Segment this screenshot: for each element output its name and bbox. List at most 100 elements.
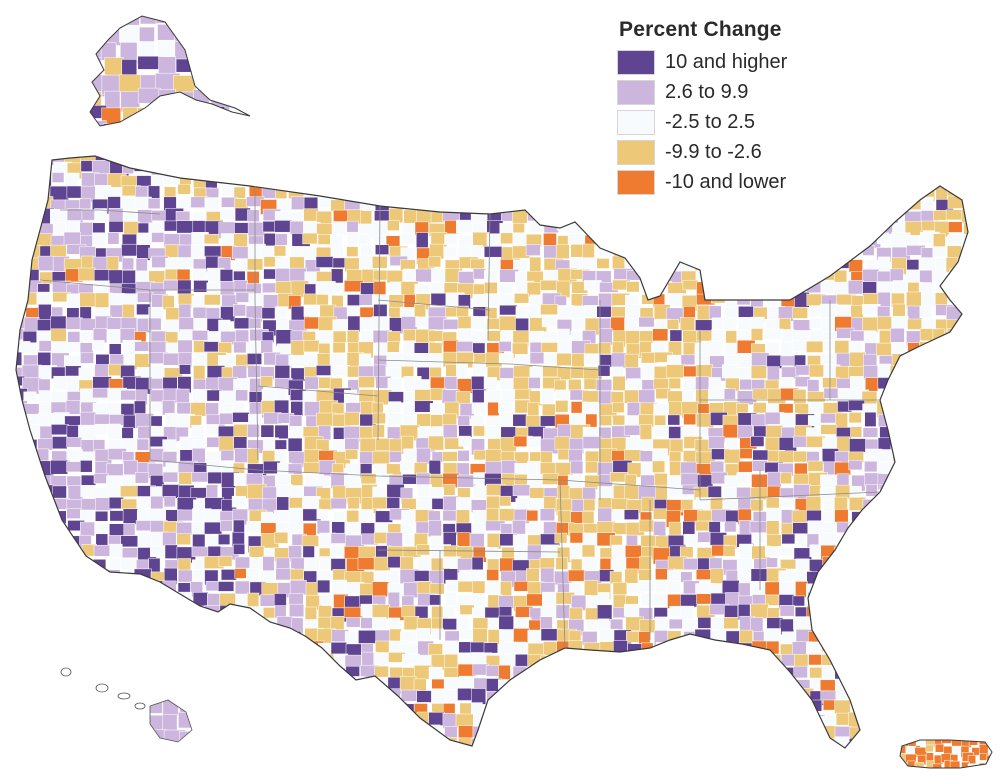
county-cell (120, 535, 140, 548)
county-cell (289, 568, 304, 581)
county-cell (177, 664, 193, 678)
county-cell (529, 256, 542, 273)
county-cell (287, 437, 303, 452)
county-cell (890, 724, 906, 739)
county-cell (304, 653, 322, 670)
county-cell (963, 221, 968, 237)
county-cell (343, 156, 361, 169)
county-cell (542, 591, 558, 609)
county-cell (893, 583, 908, 599)
county-cell (233, 519, 245, 533)
county-cell (907, 485, 925, 499)
county-cell (967, 763, 977, 768)
county-cell (863, 223, 880, 240)
county-cell (399, 676, 417, 692)
county-cell (540, 304, 558, 315)
county-cell (920, 364, 940, 381)
county-cell (486, 750, 499, 762)
county-cell (230, 41, 250, 56)
county-cell (231, 727, 252, 741)
county-cell (796, 751, 813, 762)
county-cell (150, 700, 163, 714)
county-cell (721, 678, 738, 689)
county-cell (935, 556, 948, 570)
county-cell (261, 156, 279, 162)
county-cell (221, 750, 236, 762)
county-cell (67, 592, 84, 605)
county-cell (584, 156, 597, 167)
county-cell (722, 664, 735, 676)
county-cell (232, 655, 252, 672)
county-cell (67, 569, 87, 584)
county-cell (176, 533, 191, 545)
county-cell (25, 197, 45, 214)
county-cell (653, 508, 667, 520)
county-cell (905, 640, 921, 658)
county-cell (134, 581, 148, 596)
county-cell (582, 713, 600, 727)
county-cell (555, 389, 570, 400)
county-cell (485, 547, 499, 558)
county-cell (484, 269, 498, 282)
county-cell (514, 183, 533, 201)
county-cell (400, 259, 416, 271)
county-cell (137, 531, 152, 548)
county-cell (627, 198, 643, 212)
county-cell (373, 688, 386, 700)
county-cell (949, 508, 968, 520)
county-cell (599, 641, 616, 659)
county-cell (849, 678, 867, 689)
county-cell (680, 594, 698, 608)
county-cell (302, 665, 318, 682)
county-cell (357, 679, 378, 693)
county-cell (137, 87, 161, 104)
county-cell (877, 316, 892, 330)
county-cell (247, 163, 266, 176)
county-cell (878, 677, 893, 691)
county-cell (904, 570, 921, 585)
county-cell (638, 568, 652, 581)
county-cell (609, 571, 623, 585)
county-cell (919, 642, 933, 657)
county-cell (641, 270, 656, 282)
county-cell (37, 665, 56, 683)
county-cell (261, 702, 282, 716)
county-cell (37, 702, 55, 719)
county-cell (230, 122, 250, 126)
county-cell (107, 232, 120, 245)
county-cell (961, 390, 968, 407)
county-cell (750, 268, 771, 284)
county-cell (529, 751, 542, 764)
county-cell (373, 713, 393, 727)
county-cell (529, 665, 545, 677)
county-cell (878, 739, 893, 748)
county-cell (442, 413, 457, 427)
county-cell (150, 545, 168, 558)
county-cell (499, 711, 519, 728)
county-cell (749, 521, 768, 534)
county-cell (36, 319, 52, 332)
county-cell (232, 156, 251, 168)
county-cell (613, 235, 628, 250)
county-cell (444, 268, 460, 283)
county-cell (848, 400, 865, 411)
county-cell (963, 591, 968, 603)
county-cell (95, 156, 110, 162)
county-cell (456, 197, 475, 214)
county-cell (38, 725, 53, 736)
county-cell (204, 616, 223, 627)
county-cell (191, 678, 207, 693)
county-cell (108, 631, 127, 644)
county-cell (219, 269, 234, 282)
county-cell (834, 232, 854, 245)
county-cell (934, 547, 950, 558)
county-cell (428, 712, 445, 726)
county-cell (106, 317, 123, 330)
county-cell (302, 171, 317, 185)
legend: Percent Change 10 and higher 2.6 to 9.9 … (617, 18, 857, 198)
county-cell (849, 485, 862, 497)
county-cell (417, 187, 434, 205)
county-cell (781, 533, 797, 545)
county-cell (428, 435, 444, 451)
county-cell (960, 629, 968, 641)
